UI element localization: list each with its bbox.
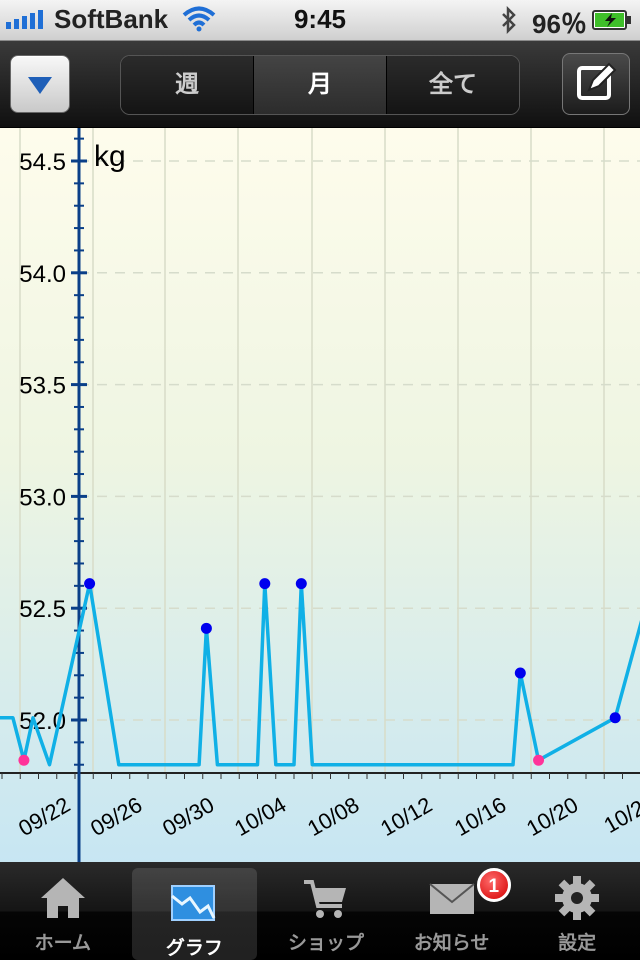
status-bar: SoftBank 9:45 96％ — [0, 0, 640, 41]
segment-month[interactable]: 月 — [254, 56, 387, 114]
data-point — [514, 667, 526, 679]
tab-graph-label: グラフ — [165, 938, 223, 959]
tab-settings-label: 設定 — [558, 933, 597, 954]
tab-settings[interactable]: 設定 — [514, 862, 640, 960]
weight-line — [0, 581, 640, 767]
battery-percent: 96％ — [532, 9, 587, 39]
carrier-name: SoftBank — [54, 4, 169, 34]
y-tick-label: 54.5 — [19, 149, 66, 176]
bluetooth-icon — [502, 6, 516, 34]
triangle-down-icon — [28, 77, 52, 94]
y-tick-label: 52.5 — [19, 596, 66, 623]
tab-home-label: ホーム — [34, 933, 92, 954]
tab-news-label: お知らせ — [413, 933, 490, 954]
tab-bar: ホーム グラフ ショップ お知らせ 1 — [0, 862, 640, 960]
tab-news[interactable]: お知らせ 1 — [389, 862, 515, 960]
data-point — [200, 622, 212, 634]
data-point — [609, 712, 621, 724]
cart-icon — [303, 880, 346, 918]
data-point — [259, 578, 271, 590]
segment-all[interactable]: 全て — [387, 56, 519, 114]
gear-icon — [555, 876, 600, 920]
edit-icon — [577, 62, 617, 100]
graph-icon — [171, 884, 216, 921]
data-point — [18, 754, 30, 766]
signal-icon — [6, 10, 43, 29]
tab-shop[interactable]: ショップ — [263, 862, 389, 960]
tab-home[interactable]: ホーム — [0, 862, 126, 960]
data-point — [84, 578, 96, 590]
tab-graph[interactable]: グラフ — [131, 868, 258, 960]
wifi-icon — [182, 6, 216, 32]
battery-icon — [592, 10, 631, 30]
edit-button[interactable] — [562, 53, 630, 115]
segment-week[interactable]: 週 — [121, 56, 254, 114]
unit-label: kg — [94, 140, 126, 173]
data-point — [295, 578, 307, 590]
clock: 9:45 — [293, 4, 347, 34]
period-segmented-control: 週 月 全て — [120, 55, 520, 115]
y-tick-label: 53.0 — [19, 484, 66, 511]
home-icon — [40, 878, 85, 918]
data-point — [533, 754, 545, 766]
y-tick-label: 54.0 — [19, 261, 66, 288]
tab-shop-label: ショップ — [287, 933, 364, 954]
y-tick-label: 53.5 — [19, 373, 66, 400]
dropdown-menu-button[interactable] — [10, 55, 70, 113]
notification-badge: 1 — [476, 868, 511, 902]
weight-chart[interactable]: 09/22 09/26 09/30 10/04 10/08 10/12 10/16 10/20… — [0, 128, 640, 862]
nav-bar: 週 月 全て — [0, 41, 640, 129]
mail-icon — [428, 883, 475, 914]
